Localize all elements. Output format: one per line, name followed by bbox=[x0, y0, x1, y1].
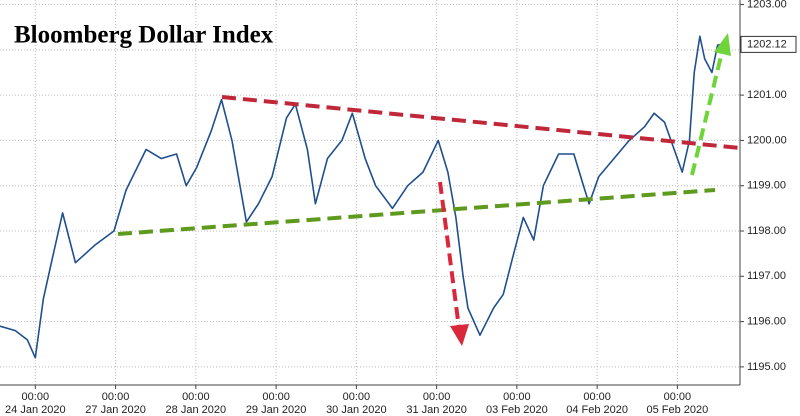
y-tick-label: 1196.00 bbox=[747, 315, 786, 327]
down-arrow bbox=[438, 181, 461, 329]
x-tick-label: 03 Feb 2020 bbox=[486, 404, 548, 416]
up-arrow-head bbox=[714, 33, 731, 56]
last-value-box bbox=[740, 35, 797, 53]
y-tick-label: 1198.00 bbox=[747, 225, 786, 237]
y-tick-label: 1201.00 bbox=[747, 89, 787, 101]
down-arrow-head bbox=[450, 324, 469, 346]
x-tick-time: 00:00 bbox=[182, 391, 210, 403]
x-tick-time: 00:00 bbox=[503, 391, 531, 403]
series bbox=[0, 35, 721, 359]
chart-title: Bloomberg Dollar Index bbox=[14, 22, 274, 49]
annotations bbox=[117, 33, 741, 346]
x-tick-label: 29 Jan 2020 bbox=[246, 404, 307, 416]
x-tick-time: 00:00 bbox=[664, 391, 692, 403]
x-tick-label: 04 Feb 2020 bbox=[566, 404, 628, 416]
y-tick-label: 1203.00 bbox=[747, 0, 787, 10]
y-tick-label: 1199.00 bbox=[747, 180, 786, 192]
x-tick-time: 00:00 bbox=[423, 391, 451, 403]
support-line bbox=[117, 188, 716, 236]
up-arrow bbox=[690, 51, 724, 176]
x-tick-time: 00:00 bbox=[262, 391, 290, 403]
x-tick-label: 28 Jan 2020 bbox=[166, 404, 227, 416]
y-tick-label: 1195.00 bbox=[747, 361, 786, 373]
last-value-label: 1202.12 bbox=[747, 38, 787, 50]
x-tick-label: 24 Jan 2020 bbox=[5, 404, 66, 416]
y-tick-label: 1197.00 bbox=[747, 270, 786, 282]
grid bbox=[0, 0, 740, 385]
x-tick-time: 00:00 bbox=[583, 391, 611, 403]
resistance-line bbox=[221, 95, 741, 150]
y-tick-label: 1200.00 bbox=[747, 134, 787, 146]
x-tick-label: 27 Jan 2020 bbox=[85, 404, 146, 416]
x-tick-time: 00:00 bbox=[22, 391, 50, 403]
x-tick-label: 31 Jan 2020 bbox=[406, 404, 467, 416]
x-tick-label: 05 Feb 2020 bbox=[647, 404, 709, 416]
x-tick-time: 00:00 bbox=[102, 391, 130, 403]
x-tick-time: 00:00 bbox=[343, 391, 371, 403]
series-line bbox=[0, 35, 721, 359]
x-tick-label: 30 Jan 2020 bbox=[326, 404, 387, 416]
